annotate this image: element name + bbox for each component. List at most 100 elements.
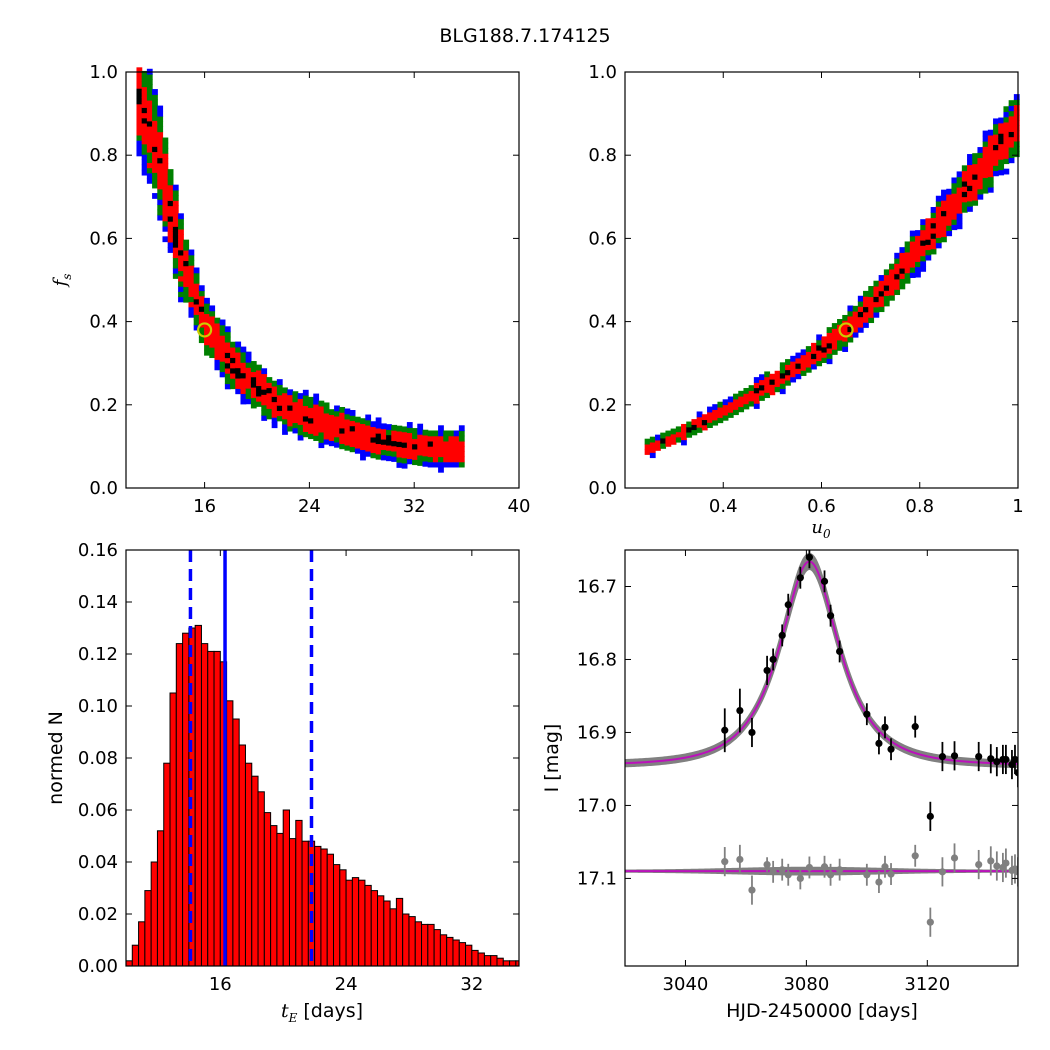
density-cell bbox=[930, 212, 937, 219]
density-cell bbox=[146, 141, 153, 148]
density-cell bbox=[157, 178, 164, 185]
density-cell bbox=[256, 375, 262, 381]
best-fit-marker bbox=[838, 322, 854, 338]
density-cell bbox=[266, 408, 273, 415]
density-cell bbox=[344, 439, 351, 446]
density-cell bbox=[136, 119, 143, 126]
density-cell bbox=[214, 328, 221, 334]
histogram-bar bbox=[351, 877, 360, 967]
data-point bbox=[826, 612, 835, 620]
density-cell bbox=[883, 300, 890, 307]
density-cell bbox=[712, 414, 719, 421]
density-cell bbox=[183, 239, 190, 246]
density-cell bbox=[178, 260, 184, 266]
density-cell bbox=[167, 221, 174, 227]
density-cell bbox=[795, 373, 802, 380]
density-cell bbox=[178, 254, 184, 261]
density-cell bbox=[146, 115, 153, 122]
density-cell bbox=[178, 244, 184, 251]
density-cell bbox=[365, 424, 372, 431]
density-cell bbox=[230, 357, 236, 364]
histogram-bar bbox=[125, 960, 133, 967]
density-cell bbox=[334, 441, 340, 448]
density-cell bbox=[313, 403, 320, 410]
density-cell bbox=[391, 424, 398, 431]
density-cell bbox=[313, 419, 320, 426]
density-cell bbox=[759, 379, 765, 386]
density-cell bbox=[391, 430, 398, 436]
density-cell bbox=[386, 424, 392, 430]
density-cell bbox=[250, 392, 257, 399]
density-cell bbox=[391, 450, 398, 457]
density-cell bbox=[297, 434, 304, 441]
density-cell bbox=[141, 102, 148, 108]
density-cell bbox=[1013, 125, 1020, 132]
density-cell bbox=[136, 129, 143, 136]
density-cell bbox=[821, 341, 828, 348]
density-cell bbox=[266, 397, 273, 404]
density-cell bbox=[785, 359, 791, 365]
density-cell bbox=[386, 450, 392, 456]
density-cell bbox=[707, 406, 713, 413]
density-cell bbox=[162, 168, 169, 175]
density-cell bbox=[427, 451, 434, 458]
density-cell bbox=[136, 145, 143, 152]
density-cell bbox=[904, 251, 911, 258]
residuals-point bbox=[736, 855, 744, 864]
density-cell bbox=[183, 244, 190, 251]
density-cell bbox=[141, 154, 148, 160]
density-cell bbox=[172, 273, 179, 279]
density-cell bbox=[417, 434, 424, 440]
density-cell bbox=[302, 389, 309, 396]
density-cell bbox=[1008, 110, 1015, 117]
density-cell bbox=[287, 420, 294, 427]
density-cell bbox=[240, 346, 247, 353]
y-tick-label: 0.0 bbox=[89, 478, 118, 499]
data-point bbox=[721, 726, 729, 734]
density-cell bbox=[982, 161, 989, 168]
density-cell bbox=[670, 428, 677, 435]
density-cell bbox=[240, 398, 247, 405]
density-cell bbox=[219, 319, 226, 326]
density-cell bbox=[967, 164, 973, 171]
density-cell bbox=[878, 275, 885, 281]
density-cell bbox=[909, 261, 916, 268]
density-cell bbox=[323, 438, 330, 445]
density-cell bbox=[391, 456, 398, 462]
density-cell bbox=[396, 436, 403, 442]
density-cell bbox=[282, 418, 288, 425]
density-cell bbox=[883, 284, 890, 291]
density-cell bbox=[753, 387, 760, 394]
density-cell bbox=[727, 406, 734, 413]
density-cell bbox=[951, 187, 958, 194]
density-cell bbox=[334, 436, 340, 443]
density-cell bbox=[261, 409, 268, 416]
density-cell bbox=[722, 414, 729, 421]
density-cell bbox=[354, 427, 361, 433]
density-cell bbox=[743, 393, 750, 399]
density-cell bbox=[188, 285, 195, 292]
histogram-bar bbox=[471, 949, 479, 967]
data-point bbox=[911, 723, 919, 731]
residuals-point bbox=[748, 886, 756, 894]
density-cell bbox=[972, 163, 979, 170]
density-cell bbox=[863, 316, 869, 323]
density-cell bbox=[915, 230, 921, 236]
histogram-bar bbox=[144, 890, 152, 967]
density-cell bbox=[1008, 146, 1015, 153]
density-cell bbox=[427, 435, 434, 442]
density-cell bbox=[764, 381, 771, 388]
histogram-bar bbox=[333, 864, 341, 967]
data-point bbox=[926, 812, 934, 820]
density-cell bbox=[831, 323, 838, 329]
density-cell bbox=[334, 405, 340, 412]
density-cell bbox=[401, 447, 408, 454]
density-cell bbox=[349, 425, 356, 432]
density-cell bbox=[712, 419, 719, 426]
density-cell bbox=[178, 296, 184, 303]
density-cell bbox=[396, 462, 403, 468]
density-cell bbox=[282, 403, 288, 409]
density-cell bbox=[178, 218, 184, 225]
density-cell bbox=[904, 267, 911, 274]
density-cell bbox=[297, 424, 304, 431]
